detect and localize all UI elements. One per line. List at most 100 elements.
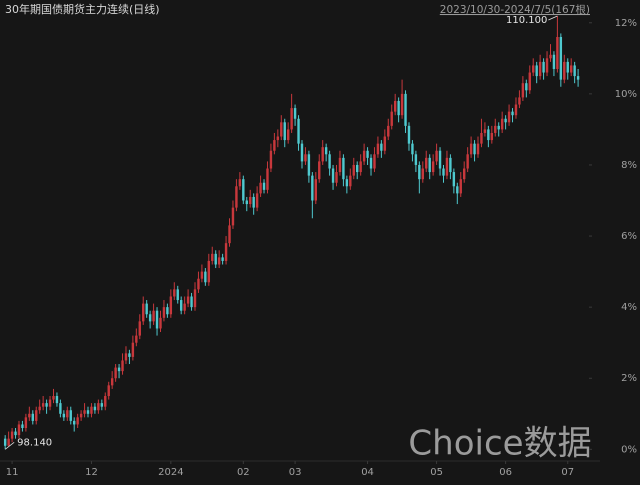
candle-body bbox=[224, 243, 228, 261]
annotation-label: 98.140 bbox=[17, 437, 52, 448]
candle-body bbox=[342, 157, 345, 180]
candle-body bbox=[169, 296, 173, 315]
candle-body bbox=[93, 406, 97, 411]
candle-body bbox=[28, 413, 31, 418]
candle-body bbox=[21, 424, 24, 429]
candle-body bbox=[556, 36, 559, 69]
candle-body bbox=[221, 257, 224, 261]
candle-body bbox=[31, 413, 34, 421]
x-tick-label: 04 bbox=[361, 467, 374, 478]
range-label[interactable]: 2023/10/30-2024/7/5(167根) bbox=[440, 3, 590, 16]
candle-body bbox=[135, 335, 138, 343]
x-tick-label: 02 bbox=[237, 467, 250, 478]
candle-body bbox=[494, 125, 497, 133]
candle-body bbox=[518, 97, 521, 105]
y-tick-label: 12% bbox=[615, 18, 637, 29]
candle-body bbox=[569, 65, 573, 73]
candle-body bbox=[573, 65, 576, 77]
candle-body bbox=[183, 303, 186, 311]
candle-body bbox=[397, 100, 400, 116]
candle-body bbox=[197, 278, 200, 290]
candle-body bbox=[159, 317, 162, 329]
candle-body bbox=[76, 417, 79, 425]
y-tick-label: 0% bbox=[621, 444, 637, 455]
candle-body bbox=[35, 410, 38, 421]
candle-body bbox=[200, 271, 204, 279]
candle-body bbox=[411, 143, 414, 155]
candle-body bbox=[286, 129, 290, 141]
x-tick-label: 11 bbox=[6, 467, 19, 478]
candle-body bbox=[269, 150, 273, 169]
candle-body bbox=[97, 403, 100, 411]
x-tick-label: 05 bbox=[430, 467, 443, 478]
candle-body bbox=[107, 385, 110, 397]
candle-body bbox=[449, 157, 452, 173]
candle-body bbox=[62, 413, 66, 418]
candle-body bbox=[79, 413, 83, 418]
candle-body bbox=[318, 161, 321, 180]
candle-body bbox=[117, 367, 121, 372]
candle-body bbox=[290, 108, 293, 130]
candle-body bbox=[352, 164, 355, 176]
candle-body bbox=[338, 157, 342, 173]
candle-body bbox=[507, 111, 511, 123]
candle-body bbox=[528, 72, 531, 91]
candle-body bbox=[266, 168, 269, 190]
candle-body bbox=[383, 136, 387, 151]
candle-body bbox=[176, 289, 179, 301]
candle-body bbox=[300, 143, 304, 162]
candle-body bbox=[487, 129, 490, 141]
x-tick-label: 12 bbox=[85, 467, 98, 478]
candle-body bbox=[128, 353, 131, 357]
candle-body bbox=[331, 168, 335, 183]
candle-body bbox=[41, 403, 45, 407]
candle-body bbox=[421, 168, 424, 180]
candle-body bbox=[259, 182, 262, 194]
candle-body bbox=[179, 300, 183, 311]
candle-body bbox=[321, 147, 324, 162]
y-tick-label: 6% bbox=[621, 231, 637, 242]
candle-body bbox=[238, 179, 242, 187]
candle-body bbox=[452, 172, 456, 187]
watermark: Choice数据 bbox=[408, 424, 591, 464]
x-tick-label: 06 bbox=[499, 467, 512, 478]
candle-body bbox=[207, 260, 211, 283]
candle-body bbox=[52, 396, 55, 400]
candle-body bbox=[373, 154, 376, 169]
candle-body bbox=[38, 406, 41, 411]
candle-body bbox=[10, 431, 14, 439]
y-tick-label: 4% bbox=[621, 302, 637, 313]
candle-body bbox=[532, 65, 535, 73]
candle-body bbox=[418, 164, 421, 180]
candle-body bbox=[55, 396, 59, 404]
candle-body bbox=[211, 253, 214, 261]
candle-body bbox=[356, 164, 359, 173]
candle-body bbox=[235, 186, 238, 208]
candle-body bbox=[72, 420, 76, 425]
annotation-label: 110.100 bbox=[506, 15, 547, 26]
y-tick-label: 2% bbox=[621, 373, 637, 384]
candle-body bbox=[390, 111, 393, 126]
candle-body bbox=[138, 321, 141, 336]
candle-body bbox=[280, 122, 283, 137]
candle-body bbox=[462, 168, 466, 180]
candle-body bbox=[335, 172, 338, 183]
candle-body bbox=[345, 179, 349, 187]
candle-body bbox=[121, 360, 124, 372]
candle-body bbox=[14, 431, 17, 436]
candle-body bbox=[24, 417, 28, 429]
candle-body bbox=[231, 207, 235, 226]
candle-body bbox=[166, 307, 169, 315]
candle-body bbox=[252, 196, 255, 208]
candle-body bbox=[428, 157, 431, 173]
y-tick-label: 8% bbox=[621, 160, 637, 171]
candle-body bbox=[559, 36, 563, 80]
candle-body bbox=[311, 175, 314, 201]
candle-body bbox=[497, 125, 500, 130]
candle-body bbox=[124, 353, 128, 361]
candle-body bbox=[393, 100, 397, 112]
candle-body bbox=[173, 289, 176, 297]
